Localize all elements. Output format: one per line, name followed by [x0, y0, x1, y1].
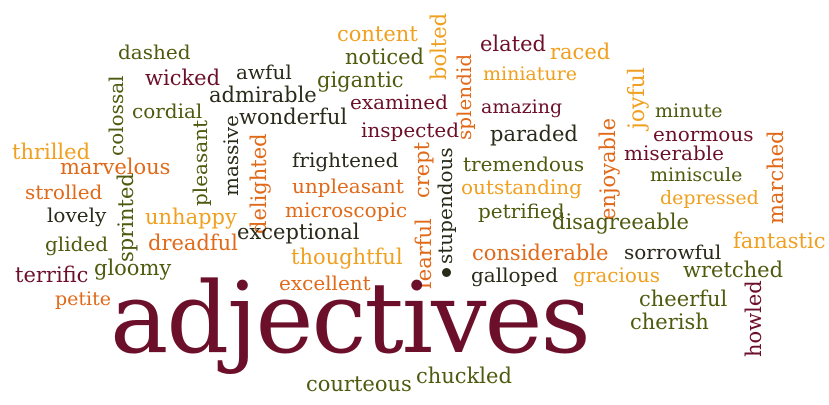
word-lovely: lovely [47, 203, 107, 227]
word-wretched: wretched [683, 258, 784, 282]
word-dashed: dashed [118, 40, 191, 64]
word-examined: examined [350, 90, 448, 114]
word-tremendous: tremendous [463, 152, 585, 176]
word-sprinted: sprinted [114, 173, 138, 262]
word-galloped: galloped [471, 263, 559, 287]
word-pleasant: pleasant [188, 119, 212, 206]
word-terrific: terrific [15, 263, 89, 287]
word-colossal: colossal [104, 75, 128, 156]
word-content: content [337, 22, 418, 46]
word-dreadful: dreadful [148, 231, 238, 255]
word-miniature: miniature [483, 63, 577, 85]
word-howled: howled [742, 280, 766, 357]
word-sorrowful: sorrowful [624, 240, 722, 264]
word-massive: massive [219, 115, 243, 196]
word-miserable: miserable [624, 141, 724, 165]
word-exceptional: exceptional [237, 220, 360, 244]
word-petite: petite [55, 288, 111, 310]
word-stupendous: stupendous [433, 147, 457, 264]
word-thoughtful: thoughtful [291, 245, 403, 269]
word-delighted: delighted [247, 133, 271, 234]
word-frightened: frightened [292, 148, 399, 172]
word-noticed: noticed [345, 45, 424, 69]
word-enormous: enormous [653, 122, 754, 146]
word-unpleasant: unpleasant [292, 174, 404, 198]
word-marched: marched [764, 130, 788, 224]
word-petrified: petrified [478, 199, 565, 223]
word-microscopic: microscopic [285, 198, 408, 222]
word-wicked: wicked [145, 66, 221, 90]
word-cheerful: cheerful [639, 287, 728, 311]
word-excellent: excellent [279, 271, 371, 295]
word-joyful: joyful [625, 67, 650, 129]
word-considerable: considerable [472, 241, 609, 265]
word-strolled: strolled [25, 180, 103, 204]
word-cherish: cherish [630, 310, 709, 334]
word-marvelous: marvelous [60, 155, 171, 179]
word-amazing: amazing [481, 96, 563, 118]
word-wonderful: wonderful [239, 105, 348, 129]
word-minute: minute [655, 100, 723, 122]
word-raced: raced [550, 40, 611, 64]
word-crept: crept [410, 141, 434, 198]
word-miniscule: miniscule [650, 164, 743, 186]
word-awful: awful [236, 60, 292, 84]
word-unhappy: unhappy [145, 205, 237, 229]
word-thrilled: thrilled [12, 140, 91, 164]
word-courteous: courteous [306, 372, 412, 396]
word-fantastic: fantastic [733, 229, 826, 253]
word-chuckled: chuckled [416, 364, 512, 388]
word-gloomy: gloomy [94, 256, 172, 280]
word-depressed: depressed [660, 187, 759, 209]
word-paraded: paraded [490, 122, 578, 146]
word-adjectives: adjectives [110, 262, 591, 376]
word-outstanding: outstanding [461, 175, 582, 199]
word-enjoyable: enjoyable [596, 117, 620, 220]
word-glided: glided [45, 232, 109, 256]
word-gigantic: gigantic [317, 68, 404, 92]
word-elated: elated [480, 32, 546, 56]
bullet-dot [442, 268, 451, 277]
word-disagreeable: disagreeable [552, 210, 689, 234]
word-inspected: inspected [361, 118, 460, 142]
word-admirable: admirable [209, 83, 317, 107]
word-bolted: bolted [427, 12, 451, 80]
word-gracious: gracious [573, 263, 661, 287]
word-cordial: cordial [132, 99, 203, 123]
